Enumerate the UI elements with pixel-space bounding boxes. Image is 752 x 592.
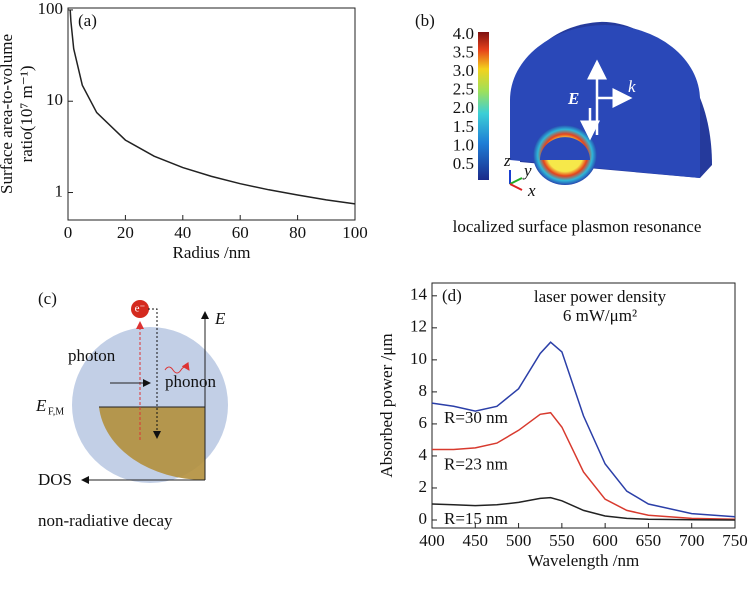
caption: non-radiative decay — [38, 511, 173, 530]
y-tick-label: 10 — [410, 349, 427, 368]
y-tick-label: 6 — [419, 413, 428, 432]
filled-states — [99, 407, 205, 481]
x-tick-label: 40 — [174, 223, 191, 242]
axis-glyph — [509, 183, 523, 191]
x-tick-label: 600 — [592, 531, 618, 550]
electron-label: e⁻ — [135, 303, 146, 315]
panel-label: (c) — [38, 289, 57, 308]
decay — [148, 308, 161, 439]
series-label: R=30 nm — [444, 408, 508, 427]
y-tick-label: 12 — [410, 317, 427, 336]
x-tick-label: 0 — [64, 223, 73, 242]
colorbar-label: 2.5 — [453, 80, 474, 99]
x-tick-label: 750 — [722, 531, 748, 550]
colorbar-label: 3.5 — [453, 42, 474, 61]
y-tick-label: 4 — [419, 445, 428, 464]
photon-label: photon — [68, 346, 116, 365]
series-line — [431, 496, 736, 521]
colorbar-label: 2.0 — [453, 98, 474, 117]
series-line — [432, 411, 736, 520]
x-tick-label: 450 — [463, 531, 489, 550]
electron — [131, 300, 149, 318]
x-tick-label: 550 — [549, 531, 575, 550]
x-tick-label: 100 — [342, 223, 368, 242]
y-tick-label: 100 — [38, 0, 64, 18]
colorbar-label: 3.0 — [453, 61, 474, 80]
y-axis-label: ratio(10⁷ m⁻¹) — [17, 66, 36, 163]
y-tick-label: 2 — [419, 477, 428, 496]
series-line — [69, 9, 356, 205]
annotation: 6 mW/μm² — [563, 306, 637, 325]
y-axis-label: Absorbed power /μm — [377, 333, 396, 477]
y-tick-label: 0 — [419, 509, 428, 528]
x-axis-label: Radius /nm — [173, 243, 251, 262]
x-tick-label: 500 — [506, 531, 532, 550]
x-tick-label: 400 — [419, 531, 445, 550]
x-tick-label: 20 — [117, 223, 134, 242]
x-axis-label: Wavelength /nm — [528, 551, 639, 570]
panel-label: (b) — [415, 11, 435, 30]
y-axis-label: Surface area-to-volume — [0, 34, 16, 194]
series-label: R=15 nm — [444, 509, 508, 528]
x-tick-label: 80 — [289, 223, 306, 242]
colorbar-label: 4.0 — [453, 24, 474, 43]
dos-label: DOS — [38, 470, 72, 489]
wave-label: k — [628, 77, 636, 96]
series-line — [431, 341, 736, 518]
colorbar-label: 0.5 — [453, 154, 474, 173]
axis-glyph — [509, 177, 523, 185]
plot-frame — [431, 282, 736, 529]
x-tick-label: 700 — [679, 531, 705, 550]
panel-label: (a) — [78, 11, 97, 30]
panel-c: (c) e⁻ E photon phonon E F,M DOS non-rad… — [35, 289, 228, 530]
y-tick-label: 10 — [46, 90, 63, 109]
colorbar-label: 1.5 — [453, 117, 474, 136]
phonon-label: phonon — [165, 372, 217, 391]
colorbar-label: 1.0 — [453, 135, 474, 154]
fermi-sub: F,M — [48, 406, 64, 417]
annotation: laser power density — [534, 287, 667, 306]
axis-z: z — [503, 151, 511, 170]
field-label: E — [567, 89, 579, 108]
colorbar — [478, 32, 489, 180]
particle — [540, 137, 590, 160]
fermi-label: E — [35, 396, 47, 415]
energy-label: E — [214, 309, 226, 328]
x-tick-label: 650 — [636, 531, 662, 550]
caption: localized surface plasmon resonance — [453, 217, 702, 236]
panel-b: (b) E k z y x localized surface plasmon … — [415, 11, 712, 236]
axis-y: y — [522, 161, 532, 180]
x-tick-label: 60 — [232, 223, 249, 242]
phonon-wave — [164, 361, 190, 374]
plot-frame — [67, 7, 356, 221]
y-tick-label: 1 — [55, 181, 64, 200]
series-label: R=23 nm — [444, 454, 508, 473]
y-tick-label: 8 — [419, 381, 428, 400]
y-tick-label: 14 — [410, 285, 428, 304]
axis-x: x — [527, 181, 536, 200]
panel-label: (d) — [442, 286, 462, 305]
